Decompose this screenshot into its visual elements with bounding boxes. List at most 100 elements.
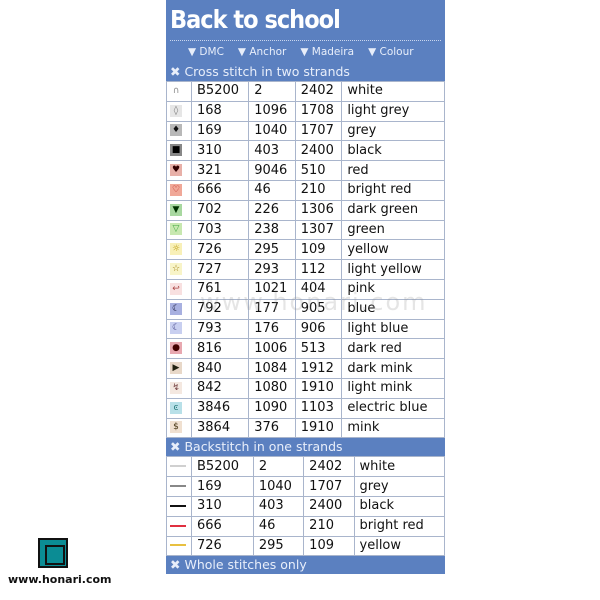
table-row: ▶ 840 1084 1912 dark mink (166, 358, 445, 379)
column-header-colour: ▼ Colour (368, 46, 414, 58)
cell-dmc: 169 (190, 120, 250, 142)
column-header-dmc: ▼ DMC (188, 46, 224, 58)
table-row: ■ 310 403 2400 black (166, 140, 445, 162)
cell-anchor: 293 (248, 259, 296, 280)
column-header-madeira: ▼ Madeira (300, 46, 355, 58)
cell-madeira: 109 (294, 239, 343, 261)
honari-logo (38, 538, 68, 568)
cell-colour: yellow (341, 239, 445, 261)
cell-anchor: 376 (248, 417, 296, 439)
stitch-symbol-icon: ☾ (170, 322, 182, 335)
table-row: 169 1040 1707 grey (166, 476, 446, 497)
stitch-symbol-icon: ↩ (170, 282, 182, 295)
cell-anchor: 403 (252, 495, 305, 517)
cell-colour: black (353, 495, 446, 517)
cell-anchor: 403 (248, 140, 296, 162)
backstitch-line-icon (170, 524, 186, 527)
cell-madeira: 1707 (294, 120, 343, 142)
cell-colour: light mink (341, 377, 445, 399)
stitch-symbol-icon: ◊ (170, 104, 182, 117)
table-row: ↩ 761 1021 404 pink (166, 278, 445, 300)
cell-dmc: 793 (190, 318, 250, 340)
stitch-symbol-icon: ♥ (170, 164, 182, 177)
cell-anchor: 1096 (248, 100, 296, 122)
table-row: ☼ 726 295 109 yellow (166, 239, 445, 261)
cell-anchor: 1080 (248, 377, 296, 399)
cell-dmc: 169 (191, 476, 254, 497)
cell-dmc: 168 (190, 100, 250, 122)
section-header: ✖ Cross stitch in two strands (166, 63, 445, 81)
stitch-symbol-icon: ☾ (170, 302, 182, 315)
stitch-symbol-icon: ♡ (170, 183, 182, 196)
divider (170, 40, 441, 41)
cell-dmc: 310 (190, 140, 250, 162)
stitch-symbol-icon: ▶ (170, 362, 182, 375)
column-headers: ▼ DMC ▼ Anchor ▼ Madeira ▼ Colour (166, 41, 445, 63)
table-row: ↯ 842 1080 1910 light mink (166, 377, 445, 399)
table-row: ☾ 793 176 906 light blue (166, 318, 445, 340)
stitch-symbol-icon: ☼ (170, 243, 182, 256)
cell-colour: light yellow (341, 259, 445, 280)
backstitch-line-icon (170, 544, 186, 547)
cell-colour: light blue (341, 318, 445, 340)
cell-colour: dark green (341, 199, 445, 221)
stitch-symbol-icon: ∩ (170, 84, 182, 97)
cell-anchor: 295 (248, 239, 296, 261)
cell-madeira: 2400 (294, 140, 343, 162)
table-row: ∩ B5200 2 2402 white (166, 81, 445, 102)
cell-madeira: 210 (294, 179, 343, 201)
cell-anchor: 1040 (248, 120, 296, 142)
table-row: ● 816 1006 513 dark red (166, 338, 445, 360)
chart-title: Back to school (170, 5, 341, 34)
cell-madeira: 1103 (294, 397, 343, 419)
cell-dmc: 727 (190, 259, 250, 280)
table-row: ◊ 168 1096 1708 light grey (166, 100, 445, 122)
cell-madeira: 905 (294, 298, 343, 320)
cell-madeira: 404 (294, 278, 343, 300)
cell-madeira: 1708 (294, 100, 343, 122)
cell-madeira: 513 (294, 338, 343, 360)
backstitch-line-icon (170, 485, 186, 488)
cell-anchor: 1006 (248, 338, 296, 360)
cell-colour: bright red (353, 515, 446, 537)
cell-colour: red (341, 160, 445, 181)
cell-anchor: 1040 (252, 476, 305, 497)
cell-madeira: 510 (294, 160, 343, 181)
cell-anchor: 226 (248, 199, 296, 221)
cell-colour: light grey (341, 100, 445, 122)
cell-dmc: 666 (191, 515, 254, 537)
cell-colour: mink (341, 417, 445, 439)
section-header: ✖ Whole stitches only (166, 556, 445, 575)
stitch-symbol-icon: ▼ (170, 203, 182, 216)
cell-colour: white (353, 456, 446, 478)
cell-colour: yellow (353, 535, 446, 557)
table-row: ▼ 702 226 1306 dark green (166, 199, 445, 221)
cell-madeira: 2402 (294, 81, 343, 102)
table-row: ☆ 727 293 112 light yellow (166, 259, 445, 280)
table-row: ♥ 321 9046 510 red (166, 160, 445, 181)
cell-madeira: 2402 (303, 456, 355, 478)
cell-anchor: 1084 (248, 358, 296, 379)
cell-colour: dark red (341, 338, 445, 360)
cell-dmc: 816 (190, 338, 250, 360)
cell-anchor: 9046 (248, 160, 296, 181)
cell-anchor: 295 (252, 535, 305, 557)
cell-madeira: 112 (294, 259, 343, 280)
cell-madeira: 1707 (303, 476, 355, 497)
cell-anchor: 176 (248, 318, 296, 340)
backstitch-line-icon (170, 465, 186, 468)
chart-key: Back to school ▼ DMC ▼ Anchor ▼ Madeira … (166, 0, 446, 575)
stitch-symbol-icon: $ (170, 421, 182, 434)
table-row: $3864 376 1910 mink (166, 417, 445, 439)
cell-anchor: 2 (252, 456, 305, 478)
table-row: ♡ 666 46 210 bright red (166, 179, 445, 201)
table-row: ♦ 169 1040 1707 grey (166, 120, 445, 142)
cell-colour: bright red (341, 179, 445, 201)
cell-dmc: 3846 (190, 397, 250, 419)
cell-anchor: 238 (248, 219, 296, 241)
stitch-symbol-icon: ♦ (170, 124, 182, 137)
stitch-symbol-icon: ͼ (170, 401, 182, 414)
cell-colour: electric blue (341, 397, 445, 419)
cell-madeira: 906 (294, 318, 343, 340)
cell-dmc: 3864 (190, 417, 250, 439)
